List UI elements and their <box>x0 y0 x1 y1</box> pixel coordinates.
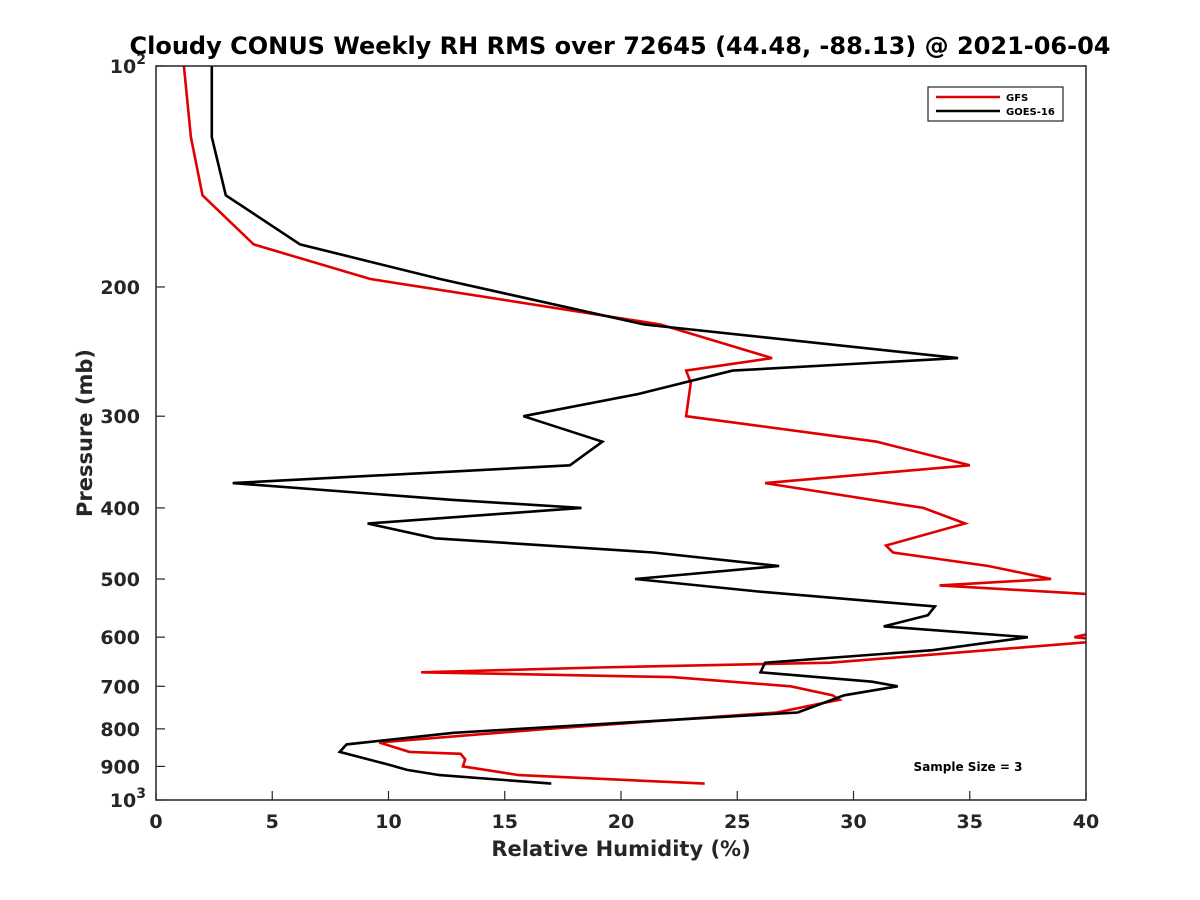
y-tick-label: 800 <box>100 719 140 741</box>
x-tick-label: 10 <box>375 811 401 833</box>
chart-title: Cloudy CONUS Weekly RH RMS over 72645 (4… <box>130 32 1111 60</box>
legend-label-goes-16: GOES-16 <box>1006 107 1055 118</box>
y-tick-exponent: 2 <box>136 52 146 68</box>
x-tick-label: 30 <box>840 811 866 833</box>
y-tick-label: 500 <box>100 569 140 591</box>
legend[interactable]: GFS GOES-16 <box>927 86 1064 122</box>
sample-size-annotation: Sample Size = 3 <box>914 760 1023 774</box>
y-tick-label: 900 <box>100 756 140 778</box>
y-tick-label: 103 <box>110 786 146 812</box>
x-tick-label: 15 <box>492 811 518 833</box>
y-tick-label: 700 <box>100 676 140 698</box>
x-tick-label: 25 <box>724 811 750 833</box>
x-tick-label: 20 <box>608 811 634 833</box>
series-line-goes-16 <box>210 66 1029 785</box>
y-tick-base: 10 <box>110 56 136 78</box>
x-tick-label: 40 <box>1073 811 1099 833</box>
x-axis-label: Relative Humidity (%) <box>491 837 750 861</box>
plot-frame <box>155 65 1087 801</box>
x-tick-label: 5 <box>266 811 279 833</box>
y-tick-label: 102 <box>110 52 146 78</box>
series-line-gfs <box>182 66 1086 785</box>
legend-label-gfs: GFS <box>1006 93 1028 104</box>
y-tick-label: 200 <box>100 277 140 299</box>
series-layer <box>182 66 1086 785</box>
y-tick-base: 10 <box>110 790 136 812</box>
x-tick-label: 35 <box>957 811 983 833</box>
legend-box <box>927 86 1064 122</box>
y-tick-exponent: 3 <box>136 786 146 802</box>
y-tick-label: 400 <box>100 498 140 520</box>
y-axis-label: Pressure (mb) <box>73 349 97 517</box>
y-tick-label: 300 <box>100 406 140 428</box>
x-tick-label: 0 <box>149 811 162 833</box>
x-axis: 0 5 10 15 20 25 30 35 40 <box>149 791 1099 833</box>
y-tick-label: 600 <box>100 627 140 649</box>
